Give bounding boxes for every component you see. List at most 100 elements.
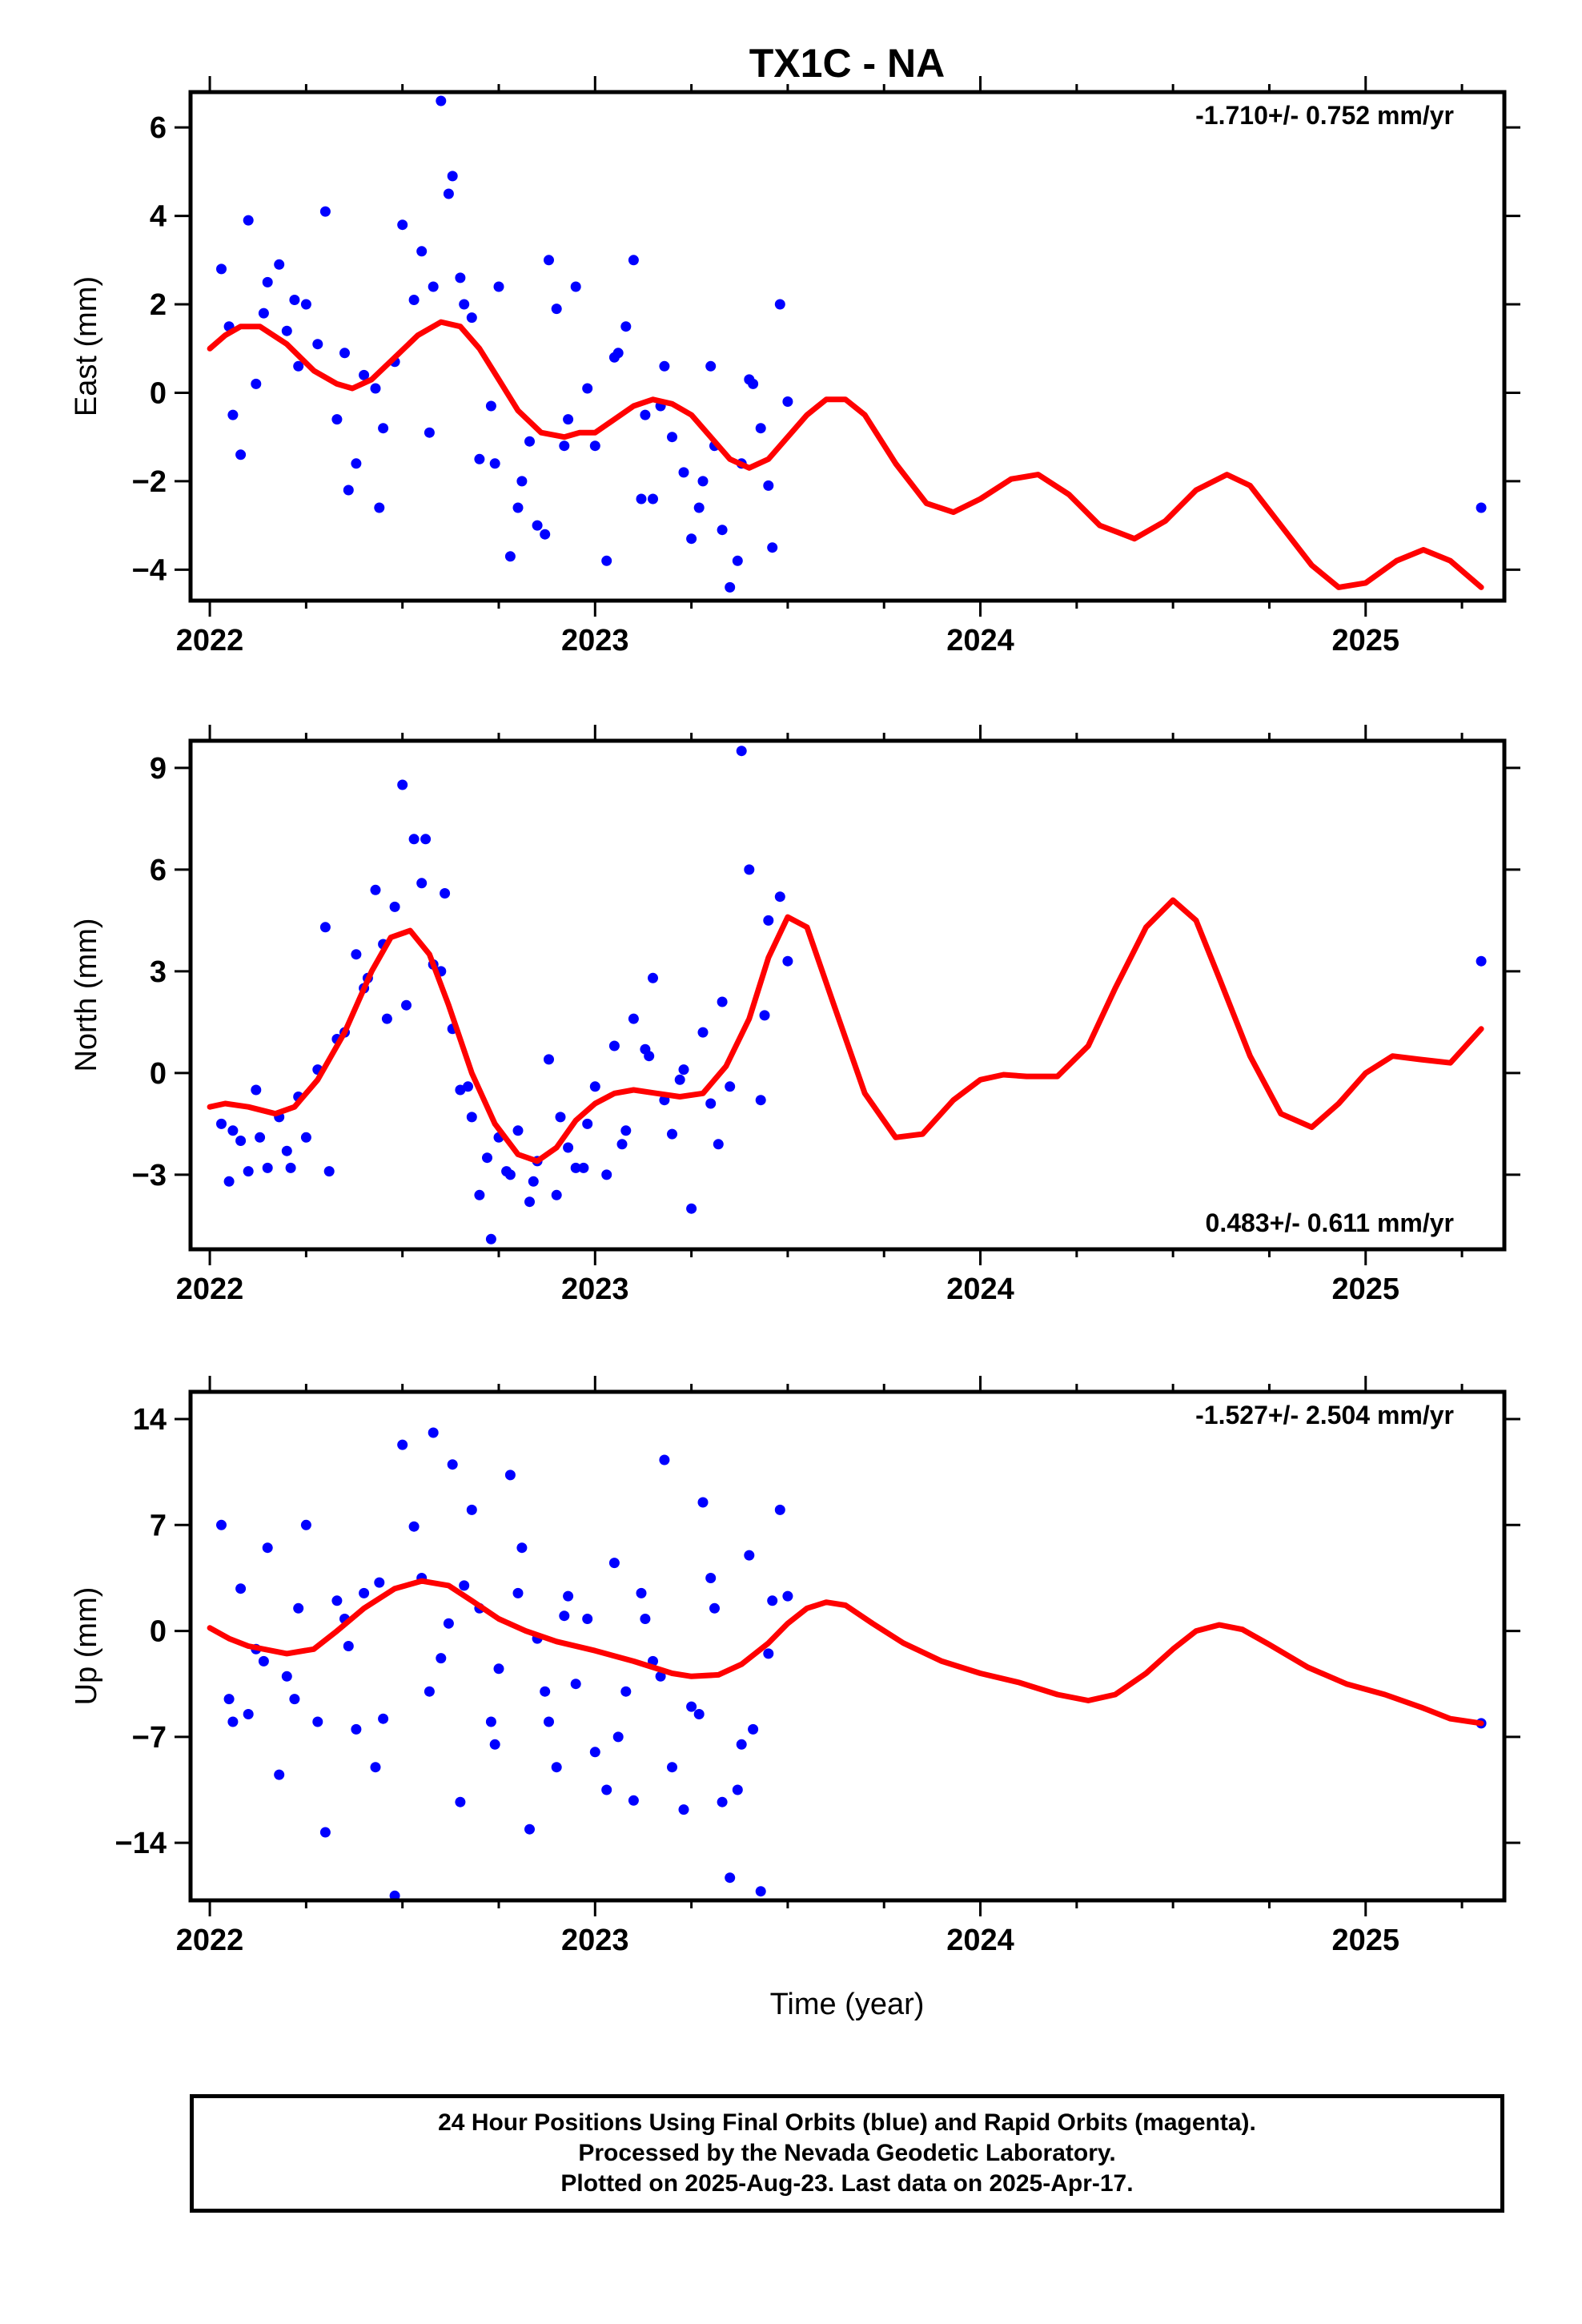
up-data-point: [447, 1459, 458, 1470]
east-y-tick-label: −2: [132, 465, 167, 499]
north-data-point: [524, 1196, 535, 1208]
up-x-tick-label: 2025: [1331, 1924, 1399, 1957]
up-data-point: [436, 1653, 447, 1664]
up-data-point: [243, 1709, 254, 1719]
up-data-point: [612, 1731, 624, 1743]
north-data-point: [512, 1125, 524, 1136]
north-y-tick-label: 3: [150, 955, 167, 989]
up-data-point: [620, 1686, 632, 1697]
north-data-point: [243, 1166, 254, 1177]
east-data-point: [216, 263, 227, 275]
north-data-point: [744, 864, 755, 875]
east-data-point: [436, 95, 447, 107]
up-data-point: [281, 1671, 292, 1682]
east-data-point: [262, 276, 273, 287]
up-data-point: [489, 1739, 500, 1750]
up-x-tick-label: 2023: [561, 1924, 629, 1957]
east-data-point: [416, 246, 428, 257]
east-data-point: [636, 493, 647, 505]
up-data-point: [601, 1784, 612, 1795]
east-points: [216, 95, 1487, 593]
north-data-point: [408, 834, 420, 845]
east-data-point: [697, 476, 709, 487]
up-data-point: [686, 1701, 697, 1712]
north-data-point: [235, 1136, 247, 1146]
east-data-point: [374, 502, 385, 513]
north-data-point: [528, 1176, 539, 1187]
east-y-axis-label: East (mm): [70, 276, 103, 416]
north-x-tick-label: 2024: [946, 1273, 1014, 1306]
up-data-point: [628, 1795, 639, 1806]
east-data-point: [466, 312, 477, 324]
north-data-point: [416, 878, 428, 889]
up-frame: [188, 1389, 1507, 1903]
up-data-point: [389, 1890, 400, 1900]
east-data-point: [659, 360, 670, 372]
north-x-tick-label: 2025: [1331, 1273, 1399, 1306]
up-data-point: [485, 1716, 496, 1727]
east-data-point: [748, 378, 759, 389]
north-data-point: [227, 1125, 239, 1136]
up-data-point: [408, 1521, 420, 1532]
north-data-point: [755, 1095, 766, 1106]
east-data-point: [612, 348, 624, 359]
north-data-point: [463, 1081, 473, 1092]
east-frame: [188, 90, 1507, 603]
north-y-tick-label: −3: [132, 1159, 167, 1192]
east-x-tick-label: 2023: [561, 624, 629, 657]
north-data-point: [782, 955, 793, 967]
east-data-point: [678, 467, 689, 478]
east-data-point: [359, 369, 370, 380]
north-data-point: [262, 1162, 273, 1173]
up-data-point: [258, 1655, 269, 1667]
north-data-point: [578, 1162, 589, 1173]
north-data-point: [589, 1081, 600, 1092]
up-data-point: [763, 1648, 774, 1659]
up-data-point: [636, 1587, 647, 1598]
caption-line-3: Plotted on 2025-Aug-23. Last data on 202…: [560, 2170, 1134, 2197]
north-data-point: [763, 915, 774, 926]
north-data-point: [705, 1098, 717, 1109]
east-data-point: [640, 409, 651, 420]
up-data-point: [223, 1694, 235, 1705]
north-data-point: [216, 1118, 227, 1129]
east-data-point: [443, 188, 454, 199]
east-data-point: [489, 458, 500, 469]
up-data-point: [608, 1558, 620, 1569]
north-x-tick-label: 2023: [561, 1273, 629, 1306]
east-data-point: [582, 383, 593, 394]
east-data-point: [540, 529, 551, 540]
east-data-point: [319, 206, 331, 217]
up-data-point: [697, 1497, 709, 1508]
east-data-point: [559, 440, 570, 452]
caption-line-1: 24 Hour Positions Using Final Orbits (bl…: [438, 2109, 1256, 2136]
east-data-point: [474, 453, 485, 464]
up-data-point: [343, 1641, 354, 1651]
up-data-point: [544, 1716, 554, 1727]
east-data-point: [532, 520, 543, 531]
north-data-point: [667, 1128, 677, 1140]
up-data-point: [717, 1796, 728, 1807]
x-axis-label: Time (year): [770, 1988, 925, 2021]
east-data-point: [620, 321, 632, 332]
up-y-tick-label: −14: [115, 1827, 167, 1860]
north-data-point: [628, 1013, 639, 1024]
north-data-point: [285, 1162, 296, 1173]
north-data-point: [300, 1132, 311, 1143]
up-data-point: [748, 1723, 759, 1735]
north-x-tick-label: 2022: [176, 1273, 244, 1306]
up-y-tick-label: −7: [132, 1721, 167, 1755]
north-data-point: [563, 1142, 574, 1153]
north-data-point: [570, 1162, 581, 1173]
up-data-point: [640, 1614, 651, 1624]
up-data-point: [319, 1827, 331, 1838]
up-rate-label: -1.527+/- 2.504 mm/yr: [1195, 1401, 1454, 1429]
up-data-point: [274, 1769, 285, 1780]
up-data-point: [563, 1590, 574, 1602]
east-data-point: [331, 414, 343, 425]
up-data-point: [312, 1716, 323, 1727]
up-data-point: [736, 1739, 747, 1750]
up-data-point: [216, 1519, 227, 1530]
up-data-point: [582, 1614, 593, 1624]
east-data-point: [570, 281, 581, 292]
